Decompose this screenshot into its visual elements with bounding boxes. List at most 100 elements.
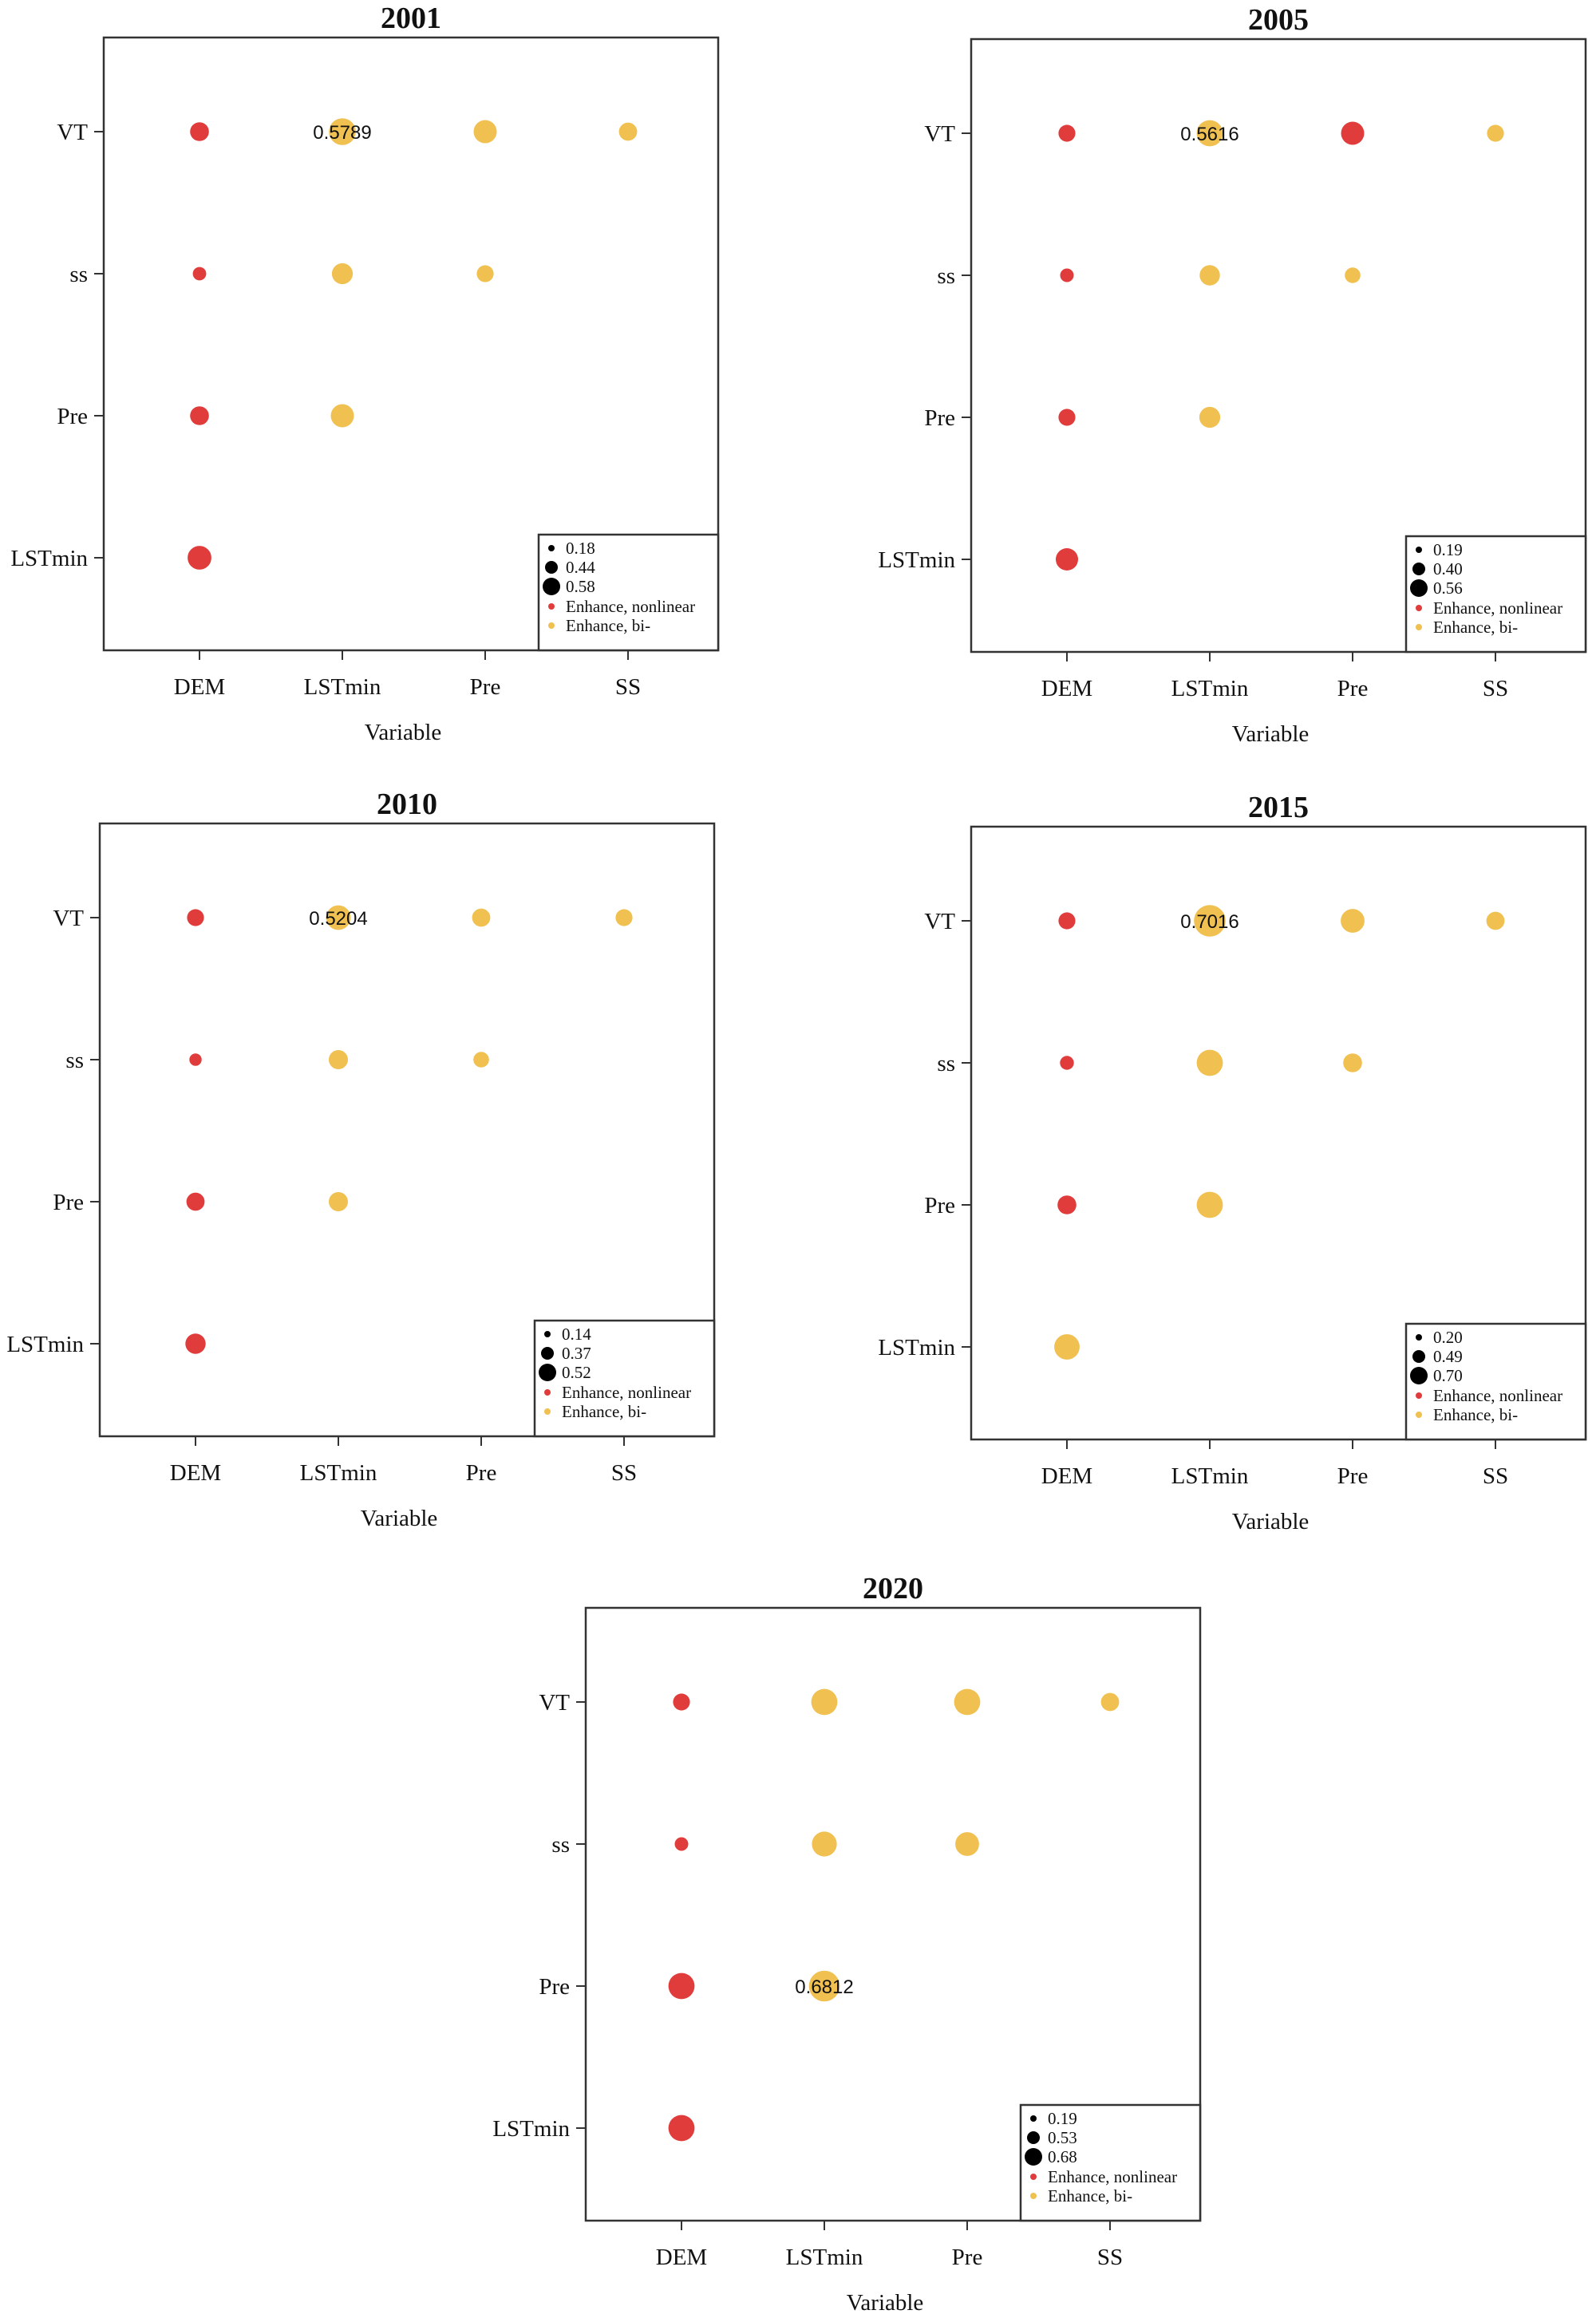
point-LSTmin-Pre: [1199, 406, 1221, 428]
x-tick-label-DEM: DEM: [174, 674, 225, 700]
x-tick-label-DEM: DEM: [1041, 1463, 1092, 1489]
point-DEM-VT: [190, 122, 209, 141]
legend-type-marker: [548, 603, 555, 610]
legend-type-marker: [1030, 2193, 1037, 2199]
point-SS-VT: [618, 122, 638, 141]
point-DEM-ss: [192, 267, 207, 281]
point-Pre-VT: [473, 120, 497, 144]
y-tick-label-LSTmin: LSTmin: [6, 1332, 84, 1357]
point-Pre-ss: [1343, 1053, 1362, 1072]
point-SS-VT: [1487, 124, 1504, 142]
y-tick-label-Pre: Pre: [924, 1193, 955, 1218]
legend-size-marker: [548, 545, 555, 551]
y-tick-label-ss: ss: [551, 1832, 570, 1858]
max-value-annotation: 0.6812: [795, 1976, 853, 1998]
y-tick-label-ss: ss: [937, 263, 955, 289]
point-SS-VT: [1486, 911, 1505, 930]
x-tick-label-DEM: DEM: [1041, 676, 1092, 701]
legend-size-label: 0.53: [1048, 2128, 1077, 2147]
point-Pre-VT: [472, 908, 491, 927]
point-DEM-VT: [673, 1693, 690, 1711]
x-axis-label: Variable: [361, 1506, 438, 1531]
legend-size-marker: [1410, 1367, 1428, 1384]
legend-type-marker: [544, 1408, 551, 1415]
y-tick-label-LSTmin: LSTmin: [878, 1335, 955, 1360]
legend-box: [533, 1319, 716, 1438]
legend-size-label: 0.19: [1048, 2109, 1077, 2128]
legend-type-marker: [1416, 1412, 1422, 1418]
x-tick-label-SS: SS: [1097, 2245, 1123, 2270]
x-tick-label-Pre: Pre: [466, 1460, 497, 1486]
legend-size-label: 0.20: [1433, 1328, 1463, 1347]
legend-size-label: 0.52: [562, 1363, 591, 1382]
legend-type-label: Enhance, bi-: [1433, 1405, 1518, 1424]
legend-size-marker: [1412, 1350, 1425, 1363]
x-tick-label-LSTmin: LSTmin: [786, 2245, 863, 2270]
legend-box: [537, 533, 720, 652]
legend-type-marker: [1416, 605, 1422, 611]
plot-frame: [970, 825, 1587, 1441]
x-tick-label-LSTmin: LSTmin: [1171, 676, 1249, 701]
legend-size-marker: [539, 1364, 556, 1381]
x-tick-label-LSTmin: LSTmin: [300, 1460, 377, 1486]
x-tick-label-LSTmin: LSTmin: [304, 674, 381, 700]
point-DEM-Pre: [1057, 1195, 1077, 1214]
point-DEM-LSTmin: [188, 546, 211, 570]
point-DEM-LSTmin: [668, 2115, 695, 2142]
legend-type-marker: [544, 1389, 551, 1396]
legend-size-label: 0.68: [1048, 2147, 1077, 2166]
point-DEM-VT: [1058, 124, 1076, 142]
point-LSTmin-ss: [812, 1831, 837, 1857]
legend-size-marker: [1416, 547, 1422, 553]
chart-title: 2005: [1248, 3, 1309, 37]
point-LSTmin-VT: [811, 1688, 838, 1716]
legend-type-label: Enhance, nonlinear: [566, 597, 695, 616]
legend-type-marker: [1416, 624, 1422, 630]
legend-size-label: 0.40: [1433, 559, 1463, 579]
legend-type-label: Enhance, nonlinear: [562, 1383, 691, 1402]
x-tick-label-Pre: Pre: [1337, 1463, 1369, 1489]
x-tick-label-SS: SS: [611, 1460, 637, 1486]
x-tick-label-Pre: Pre: [470, 674, 501, 700]
legend-type-label: Enhance, bi-: [1433, 618, 1518, 637]
y-tick-label-Pre: Pre: [57, 404, 88, 429]
x-axis-label: Variable: [1232, 721, 1310, 747]
max-value-annotation: 0.7016: [1180, 911, 1238, 933]
chart-title: 2001: [381, 2, 441, 35]
legend-type-marker: [548, 622, 555, 629]
y-tick-label-VT: VT: [924, 121, 955, 147]
legend-size-label: 0.37: [562, 1344, 591, 1363]
point-DEM-Pre: [186, 1192, 205, 1211]
chart-panel-2005: 2005 LSTmin Pre ss VT DEM LSTmin Pre SS Variable 0…: [878, 3, 1587, 747]
max-value-annotation: 0.5204: [309, 908, 367, 930]
y-tick-label-Pre: Pre: [924, 405, 955, 431]
legend-size-label: 0.56: [1433, 579, 1463, 598]
x-tick-label-Pre: Pre: [1337, 676, 1369, 701]
chart-panel-2015: 2015 LSTmin Pre ss VT DEM LSTmin Pre SS Variable 0…: [878, 791, 1587, 1534]
legend-size-marker: [545, 561, 558, 574]
x-tick-label-Pre: Pre: [952, 2245, 983, 2270]
point-LSTmin-VT: [326, 905, 351, 930]
point-LSTmin-VT: [329, 118, 356, 145]
point-SS-VT: [1100, 1692, 1120, 1712]
plot-frame: [98, 822, 716, 1438]
chart-panel-2010: 2010 LSTmin Pre ss VT DEM LSTmin Pre SS Variable 0…: [6, 788, 716, 1531]
legend-size-marker: [1416, 1334, 1422, 1341]
legend-type-label: Enhance, bi-: [1048, 2186, 1132, 2205]
y-tick-label-ss: ss: [937, 1051, 955, 1076]
point-LSTmin-Pre: [329, 1192, 348, 1211]
point-DEM-ss: [1060, 1056, 1074, 1070]
y-tick-label-Pre: Pre: [539, 1974, 570, 2000]
legend-size-label: 0.58: [566, 577, 595, 596]
y-tick-label-VT: VT: [57, 120, 88, 145]
y-tick-label-LSTmin: LSTmin: [878, 547, 955, 573]
chart-title: 2020: [863, 1572, 923, 1605]
legend-size-label: 0.19: [1433, 540, 1463, 559]
max-value-annotation: 0.5616: [1180, 124, 1238, 145]
point-LSTmin-Pre: [1196, 1191, 1223, 1218]
legend-box: [1404, 1322, 1587, 1441]
